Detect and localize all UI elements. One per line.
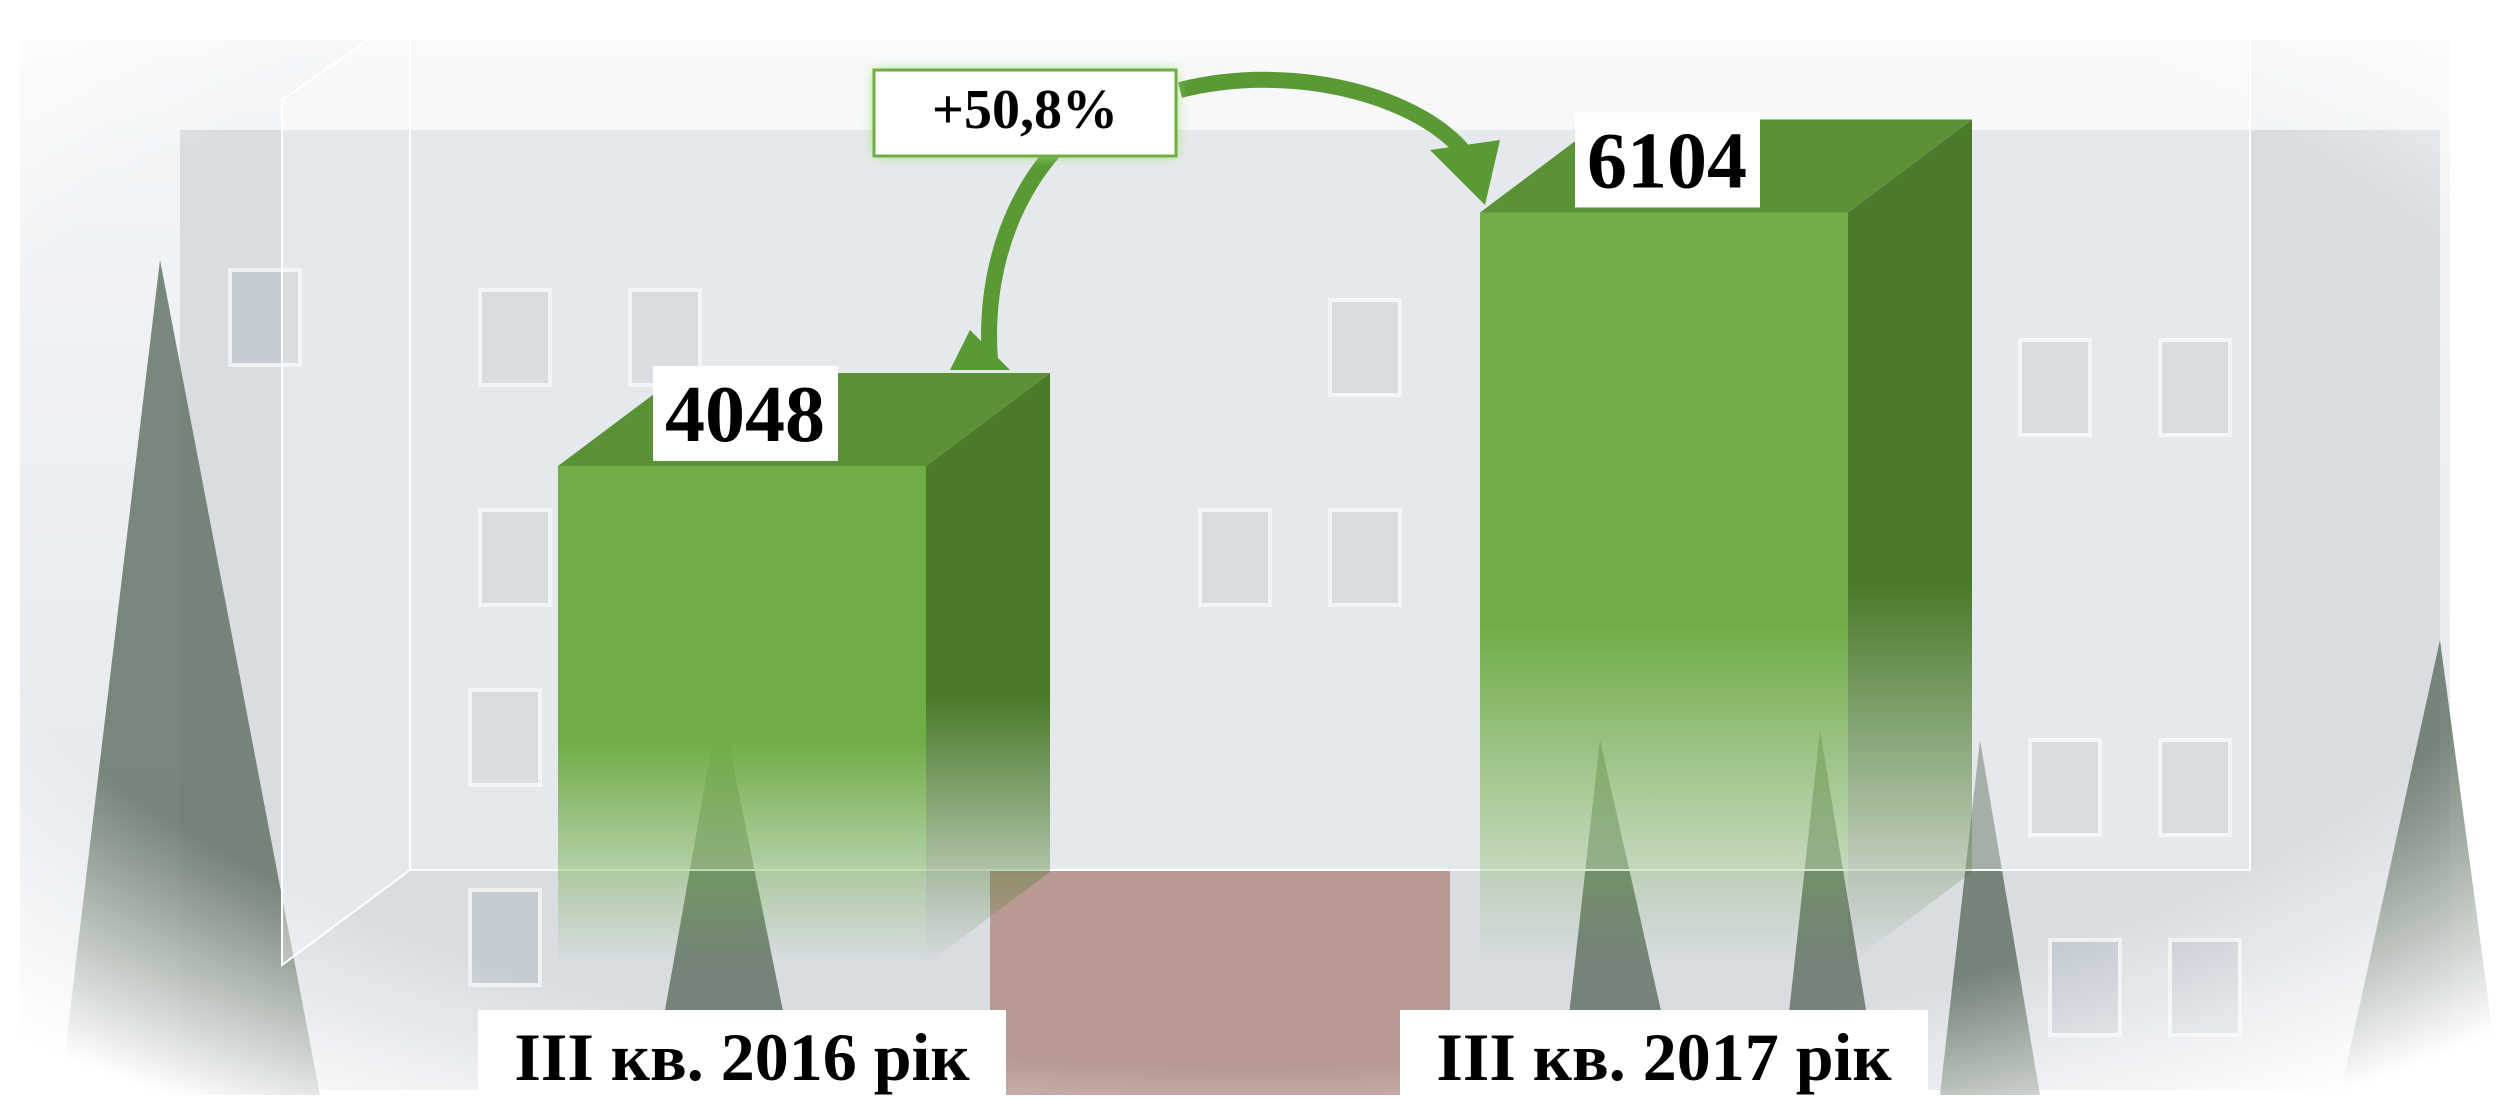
x-label-box: [478, 1010, 1006, 1095]
value-label: 6104: [1587, 117, 1747, 205]
value-label-box: [1575, 112, 1760, 208]
bar: [1480, 212, 1848, 966]
value-label: 4048: [665, 371, 825, 459]
x-tick-label: III кв. 2017 рік: [1436, 1019, 1892, 1095]
bar-side: [926, 372, 1050, 965]
bar: [558, 465, 926, 965]
arrow-head: [950, 330, 1010, 370]
x-tick-label: III кв. 2016 рік: [514, 1019, 970, 1095]
arrow-head: [1430, 140, 1500, 205]
value-label-box: [653, 365, 838, 461]
annotation: +50,8%: [932, 79, 1118, 141]
annotation-box: [872, 68, 1178, 158]
bar-side: [1848, 119, 1972, 966]
bars: [558, 119, 1972, 966]
arrow: [1178, 71, 1477, 165]
x-label-box: [1400, 1010, 1928, 1095]
